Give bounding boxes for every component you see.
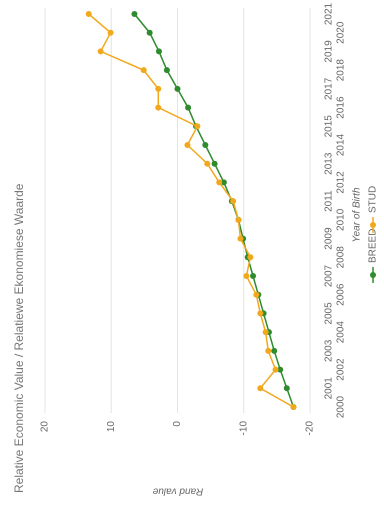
series-line — [88, 13, 294, 408]
x-tick-label: 2001 — [324, 377, 335, 400]
y-tick-label: 10 — [106, 421, 117, 433]
point — [140, 67, 147, 74]
x-tick-label: 2002 — [336, 358, 347, 381]
y-tick-label: 20 — [40, 421, 51, 433]
y-tick-label: -10 — [238, 421, 249, 436]
point — [257, 310, 264, 317]
x-tick-label: 2012 — [336, 171, 347, 194]
point — [97, 48, 104, 55]
legend-label: BREED — [368, 229, 379, 263]
x-tick-label: 2008 — [336, 246, 347, 269]
x-tick-label: 2019 — [324, 40, 335, 63]
point — [237, 235, 244, 242]
point — [247, 254, 254, 261]
x-axis-title: Year of Birth — [352, 187, 363, 242]
point — [155, 104, 162, 111]
y-axis-title: Rand value — [152, 485, 203, 496]
point — [277, 366, 284, 373]
x-tick-label: 2020 — [336, 21, 347, 44]
x-tick-label: 2007 — [324, 264, 335, 287]
chart-title: Relative Economic Value / Relatiewe Ekon… — [12, 183, 26, 493]
point — [155, 48, 162, 55]
legend-marker — [370, 272, 376, 278]
rotated-chart: Relative Economic Value / Relatiewe Ekon… — [12, 2, 378, 496]
x-tick-label: 2005 — [324, 302, 335, 325]
point — [184, 142, 191, 148]
point — [262, 329, 269, 336]
point — [257, 385, 264, 392]
point — [185, 104, 192, 111]
point — [230, 198, 237, 205]
point — [265, 347, 272, 354]
point — [290, 404, 297, 410]
point — [131, 11, 138, 17]
legend-label: STUD — [368, 186, 379, 213]
point — [155, 85, 162, 92]
x-tick-label: 2018 — [336, 59, 347, 82]
point — [216, 179, 223, 186]
point — [243, 273, 250, 279]
x-tick-label: 2004 — [336, 321, 347, 344]
point — [194, 123, 201, 130]
x-tick-label: 2003 — [324, 339, 335, 362]
x-tick-label: 2011 — [324, 190, 335, 212]
point — [272, 366, 279, 373]
point — [202, 142, 209, 148]
y-tick-label: 0 — [172, 421, 183, 427]
x-tick-label: 2000 — [336, 395, 347, 418]
y-tick-label: -20 — [305, 421, 316, 436]
point — [220, 179, 227, 186]
x-tick-label: 2016 — [336, 96, 347, 119]
point — [163, 67, 170, 74]
x-tick-label: 2006 — [336, 283, 347, 306]
x-tick-label: 2021 — [324, 2, 335, 25]
x-tick-label: 2014 — [336, 133, 347, 156]
point — [253, 291, 260, 298]
point — [211, 160, 218, 167]
point — [146, 29, 153, 36]
legend-marker — [370, 222, 376, 228]
point — [235, 216, 242, 223]
x-tick-label: 2009 — [324, 227, 335, 250]
point — [283, 385, 290, 392]
x-tick-label: 2017 — [324, 77, 335, 100]
series-line — [133, 13, 295, 408]
point — [204, 160, 211, 167]
point — [107, 29, 114, 36]
x-tick-label: 2015 — [324, 115, 335, 138]
point — [271, 347, 278, 354]
point — [174, 85, 181, 92]
point — [85, 11, 92, 17]
point — [250, 273, 257, 279]
x-tick-label: 2013 — [324, 152, 335, 175]
x-tick-label: 2010 — [336, 208, 347, 231]
